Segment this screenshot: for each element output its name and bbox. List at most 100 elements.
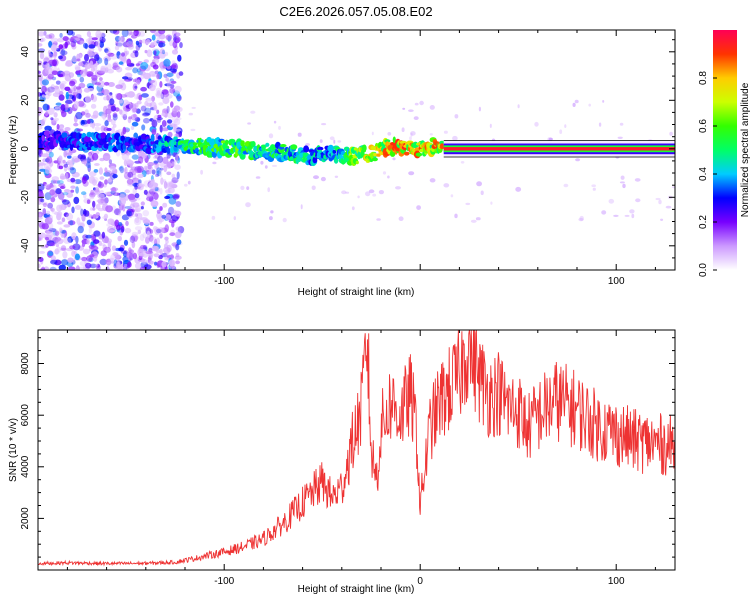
noise-blob <box>128 103 137 110</box>
noise-blob <box>144 49 148 54</box>
noise-blob <box>126 210 132 217</box>
noise-blob <box>51 176 60 182</box>
noise-blob <box>108 159 112 165</box>
noise-blob <box>124 206 132 209</box>
noise-blob <box>118 247 124 252</box>
noise-blob <box>84 109 89 115</box>
noise-blob <box>123 239 129 246</box>
noise-blob <box>103 96 108 101</box>
noise-blob <box>39 52 45 60</box>
noise-blob <box>247 122 252 125</box>
noise-blob <box>171 173 176 179</box>
noise-blob <box>55 80 61 85</box>
noise-blob <box>97 181 104 189</box>
noise-blob <box>110 118 116 126</box>
noise-blob <box>170 68 178 73</box>
noise-blob <box>135 40 139 46</box>
noise-blob <box>188 112 193 116</box>
noise-blob <box>168 259 176 267</box>
noise-blob <box>115 40 119 46</box>
noise-blob <box>124 194 129 201</box>
ridge-blob <box>84 135 91 143</box>
noise-blob <box>130 125 135 130</box>
noise-blob <box>167 131 173 138</box>
ridge-blob <box>78 133 82 139</box>
noise-blob <box>161 127 169 132</box>
noise-blob <box>175 131 182 138</box>
noise-blob <box>54 230 60 237</box>
noise-blob <box>168 181 174 188</box>
noise-blob <box>65 172 69 180</box>
noise-blob <box>413 116 419 120</box>
noise-blob <box>141 39 147 44</box>
noise-blob <box>135 63 140 67</box>
noise-blob <box>142 245 148 250</box>
noise-blob <box>125 128 129 133</box>
noise-blob <box>159 233 163 239</box>
noise-blob <box>155 173 160 177</box>
noise-blob <box>38 43 43 47</box>
noise-blob <box>77 73 82 78</box>
noise-blob <box>156 228 162 234</box>
noise-blob <box>79 76 85 83</box>
noise-blob <box>156 36 160 43</box>
noise-blob <box>89 192 96 198</box>
noise-blob <box>76 93 82 99</box>
noise-blob <box>140 62 149 70</box>
noise-blob <box>145 97 153 102</box>
spectrogram-frame <box>37 29 676 271</box>
noise-blob <box>70 40 76 48</box>
noise-blob <box>122 266 127 270</box>
noise-blob <box>174 32 181 37</box>
ridge-blob <box>100 132 107 139</box>
noise-blob <box>164 224 169 233</box>
noise-blob <box>156 167 162 175</box>
snr-y-tick-label: 2000 <box>20 507 31 530</box>
noise-blob <box>131 154 139 160</box>
noise-blob <box>88 171 97 177</box>
noise-blob <box>476 181 482 187</box>
noise-blob <box>47 202 53 209</box>
noise-blob <box>321 123 327 126</box>
noise-blob <box>168 39 174 47</box>
spectrogram-axes: -100 100 40 20 0 -20 -40 <box>20 29 676 287</box>
noise-blob <box>59 32 63 38</box>
noise-blob <box>155 92 164 99</box>
noise-blob <box>119 94 128 98</box>
noise-blob <box>669 131 673 136</box>
noise-blob <box>40 198 45 203</box>
ridge-blob <box>41 134 46 142</box>
noise-blob <box>351 206 355 211</box>
noise-blob <box>83 42 88 49</box>
noise-blob <box>191 106 196 109</box>
noise-blob <box>116 224 121 231</box>
noise-blob <box>107 82 115 87</box>
noise-blob <box>82 248 90 255</box>
noise-blob <box>38 60 43 66</box>
noise-blob <box>91 74 98 81</box>
noise-blob <box>38 263 41 268</box>
noise-blob <box>40 267 46 270</box>
noise-blob <box>94 163 100 166</box>
noise-blob <box>79 260 87 267</box>
noise-blob <box>357 195 360 199</box>
noise-blob <box>109 98 115 106</box>
noise-blob <box>45 62 51 69</box>
noise-blob <box>45 166 51 175</box>
noise-blob <box>591 184 596 187</box>
noise-blob <box>564 124 567 128</box>
noise-blob <box>104 167 108 173</box>
noise-blob <box>334 175 339 178</box>
ridge-blob <box>61 132 68 139</box>
noise-blob <box>84 62 89 71</box>
noise-blob <box>107 218 115 225</box>
noise-blob <box>140 73 145 80</box>
noise-blob <box>171 49 179 55</box>
noise-blob <box>57 191 65 200</box>
noise-blob <box>140 249 147 253</box>
noise-blob <box>93 123 102 127</box>
noise-blob <box>515 186 522 192</box>
noise-blob <box>153 253 160 258</box>
noise-blob <box>54 248 59 255</box>
noise-blob <box>125 220 129 227</box>
